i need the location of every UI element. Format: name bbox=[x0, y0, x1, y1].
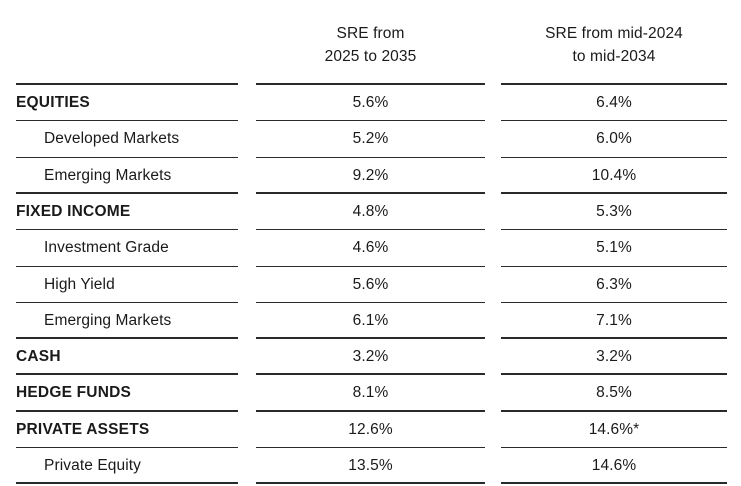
value-mid-2024-mid-2034: 6.3% bbox=[596, 276, 632, 293]
row-divider bbox=[256, 266, 485, 267]
row-divider bbox=[501, 83, 727, 85]
table-row-category: EQUITIES 5.6% 6.4% bbox=[0, 84, 741, 120]
row-divider bbox=[16, 120, 238, 121]
row-divider bbox=[501, 120, 727, 121]
row-divider bbox=[501, 192, 727, 194]
row-divider bbox=[501, 373, 727, 375]
row-label: Developed Markets bbox=[44, 130, 180, 147]
row-divider bbox=[16, 337, 238, 339]
value-2025-2035: 13.5% bbox=[348, 457, 393, 474]
value-mid-2024-mid-2034: 10.4% bbox=[591, 167, 637, 184]
value-2025-2035: 12.6% bbox=[348, 421, 393, 438]
value-2025-2035: 9.2% bbox=[352, 167, 389, 184]
row-divider bbox=[256, 482, 485, 484]
value-2025-2035: 6.1% bbox=[352, 312, 389, 329]
row-label: PRIVATE ASSETS bbox=[16, 421, 150, 438]
row-label: Emerging Markets bbox=[44, 312, 172, 329]
row-divider bbox=[256, 410, 485, 412]
row-divider bbox=[501, 302, 727, 303]
column-header-2025-2035: SRE from 2025 to 2035 bbox=[256, 22, 485, 68]
table-row-category: PRIVATE ASSETS 12.6% 14.6%* bbox=[0, 411, 741, 447]
column-header-line: SRE from mid-2024 bbox=[545, 25, 683, 42]
row-divider bbox=[501, 482, 727, 484]
row-divider bbox=[16, 83, 238, 85]
row-divider bbox=[501, 337, 727, 339]
value-2025-2035: 4.8% bbox=[352, 203, 389, 220]
row-label: CASH bbox=[16, 348, 61, 365]
row-divider bbox=[501, 229, 727, 230]
value-mid-2024-mid-2034: 14.6%* bbox=[588, 421, 640, 438]
column-header-line: SRE from bbox=[336, 25, 405, 42]
row-divider bbox=[501, 266, 727, 267]
row-label: High Yield bbox=[44, 276, 115, 293]
table-row: High Yield 5.6% 6.3% bbox=[0, 266, 741, 302]
row-label: Investment Grade bbox=[44, 239, 169, 256]
value-mid-2024-mid-2034: 5.3% bbox=[596, 203, 632, 220]
table-row: Investment Grade 4.6% 5.1% bbox=[0, 229, 741, 265]
row-divider bbox=[16, 192, 238, 194]
table-row: Developed Markets 5.2% 6.0% bbox=[0, 120, 741, 156]
table-row-category: FIXED INCOME 4.8% 5.3% bbox=[0, 193, 741, 229]
row-divider bbox=[501, 157, 727, 158]
row-divider bbox=[16, 410, 238, 412]
table-row: Emerging Markets 9.2% 10.4% bbox=[0, 157, 741, 193]
row-divider bbox=[256, 157, 485, 158]
row-label: FIXED INCOME bbox=[16, 203, 131, 220]
row-divider bbox=[256, 192, 485, 194]
row-divider bbox=[16, 373, 238, 375]
column-header-mid-2024-mid-2034: SRE from mid-2024 to mid-2034 bbox=[501, 22, 727, 68]
row-label: Emerging Markets bbox=[44, 167, 172, 184]
row-label: Private Equity bbox=[44, 457, 142, 474]
column-header-line: to mid-2034 bbox=[572, 48, 656, 65]
table-row-category: HEDGE FUNDS 8.1% 8.5% bbox=[0, 374, 741, 410]
value-2025-2035: 3.2% bbox=[352, 348, 389, 365]
value-mid-2024-mid-2034: 5.1% bbox=[596, 239, 632, 256]
row-divider bbox=[501, 447, 727, 448]
value-2025-2035: 5.6% bbox=[352, 94, 389, 111]
table-header: SRE from 2025 to 2035 SRE from mid-2024 … bbox=[0, 0, 741, 84]
value-mid-2024-mid-2034: 14.6% bbox=[591, 457, 637, 474]
table-row-category: CASH 3.2% 3.2% bbox=[0, 338, 741, 374]
value-mid-2024-mid-2034: 3.2% bbox=[596, 348, 632, 365]
value-2025-2035: 5.2% bbox=[352, 130, 389, 147]
row-divider bbox=[256, 83, 485, 85]
row-divider bbox=[16, 482, 238, 484]
row-divider bbox=[256, 373, 485, 375]
value-mid-2024-mid-2034: 6.0% bbox=[596, 130, 632, 147]
row-divider bbox=[16, 447, 238, 448]
row-divider bbox=[501, 410, 727, 412]
row-divider bbox=[256, 447, 485, 448]
row-divider bbox=[16, 266, 238, 267]
row-label: HEDGE FUNDS bbox=[16, 384, 132, 401]
table-row: Emerging Markets 6.1% 7.1% bbox=[0, 302, 741, 338]
row-divider bbox=[16, 302, 238, 303]
column-header-line: 2025 to 2035 bbox=[324, 48, 417, 65]
value-mid-2024-mid-2034: 8.5% bbox=[596, 384, 632, 401]
value-2025-2035: 8.1% bbox=[352, 384, 389, 401]
row-label: EQUITIES bbox=[16, 94, 90, 111]
row-divider bbox=[16, 157, 238, 158]
table-row: Private Equity 13.5% 14.6% bbox=[0, 447, 741, 483]
value-2025-2035: 5.6% bbox=[352, 276, 389, 293]
row-divider bbox=[256, 302, 485, 303]
row-divider bbox=[256, 229, 485, 230]
value-mid-2024-mid-2034: 6.4% bbox=[596, 94, 632, 111]
value-mid-2024-mid-2034: 7.1% bbox=[596, 312, 632, 329]
row-divider bbox=[256, 337, 485, 339]
row-divider bbox=[256, 120, 485, 121]
row-divider bbox=[16, 229, 238, 230]
value-2025-2035: 4.6% bbox=[352, 239, 389, 256]
